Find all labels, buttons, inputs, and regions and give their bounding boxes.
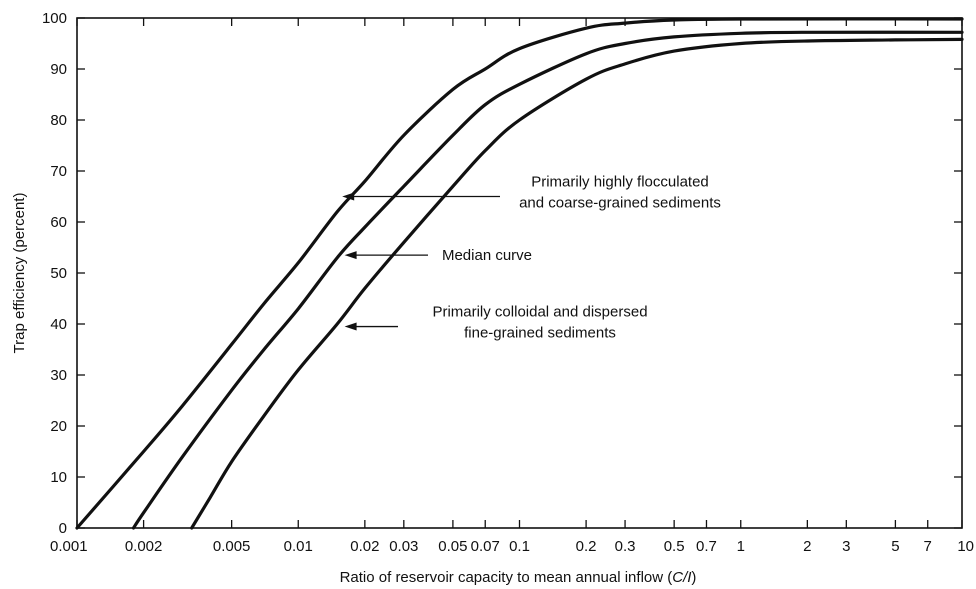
y-tick-label: 100 xyxy=(42,10,67,27)
annotation-text: Primarily highly flocculated xyxy=(531,174,709,191)
median-curve xyxy=(131,30,964,530)
annotation-arrowhead xyxy=(342,192,355,201)
lower-curve xyxy=(190,37,964,530)
x-tick-label: 0.3 xyxy=(615,538,636,555)
y-tick-label: 70 xyxy=(50,163,67,180)
annotation-arrowhead xyxy=(344,251,357,260)
y-tick-label: 80 xyxy=(50,112,67,129)
x-axis-title: Ratio of reservoir capacity to mean annu… xyxy=(340,569,697,586)
x-tick-label: 3 xyxy=(842,538,850,555)
y-tick-label: 40 xyxy=(50,316,67,333)
annotation-text: and coarse-grained sediments xyxy=(519,195,721,212)
annotations: Primarily highly flocculated and coarse-g… xyxy=(342,174,721,342)
x-tick-label: 0.07 xyxy=(471,538,500,555)
x-tick-label: 1 xyxy=(737,538,745,555)
x-tick-label: 0.01 xyxy=(284,538,313,555)
x-tick-label: 0.7 xyxy=(696,538,717,555)
curves xyxy=(75,17,964,530)
y-tick-label: 60 xyxy=(50,214,67,231)
x-tick-label: 5 xyxy=(891,538,899,555)
y-tick-label: 10 xyxy=(50,469,67,486)
x-tick-label: 0.05 xyxy=(438,538,467,555)
upper-curve xyxy=(75,17,964,530)
y-tick-label: 90 xyxy=(50,61,67,78)
x-tick-label: 10 xyxy=(957,538,974,555)
plot-frame xyxy=(76,17,963,529)
y-tick-label: 20 xyxy=(50,418,67,435)
annotation-text: fine-grained sediments xyxy=(464,325,616,342)
x-tick-label: 0.02 xyxy=(350,538,379,555)
x-tick-label: 0.1 xyxy=(509,538,530,555)
x-tick-label: 0.005 xyxy=(213,538,251,555)
annotation-text: Median curve xyxy=(442,247,532,264)
x-tick-label: 7 xyxy=(924,538,932,555)
annotation-text: Primarily colloidal and dispersed xyxy=(432,304,647,321)
y-axis-title: Trap efficiency (percent) xyxy=(11,193,28,354)
y-tick-label: 30 xyxy=(50,367,67,384)
y-tick-label: 50 xyxy=(50,265,67,282)
y-tick-label: 0 xyxy=(59,520,67,537)
x-tick-label: 0.2 xyxy=(576,538,597,555)
x-tick-label: 0.002 xyxy=(125,538,163,555)
x-tick-label: 0.03 xyxy=(389,538,418,555)
annotation-arrowhead xyxy=(344,322,357,331)
x-tick-label: 2 xyxy=(803,538,811,555)
x-tick-label: 0.5 xyxy=(664,538,685,555)
x-tick-label: 0.001 xyxy=(50,538,88,555)
x-axis-ticks: 0.001 0.002 0.005 0.01 0.02 0.03 0.05 0.07 0.1 0.… xyxy=(50,18,974,555)
